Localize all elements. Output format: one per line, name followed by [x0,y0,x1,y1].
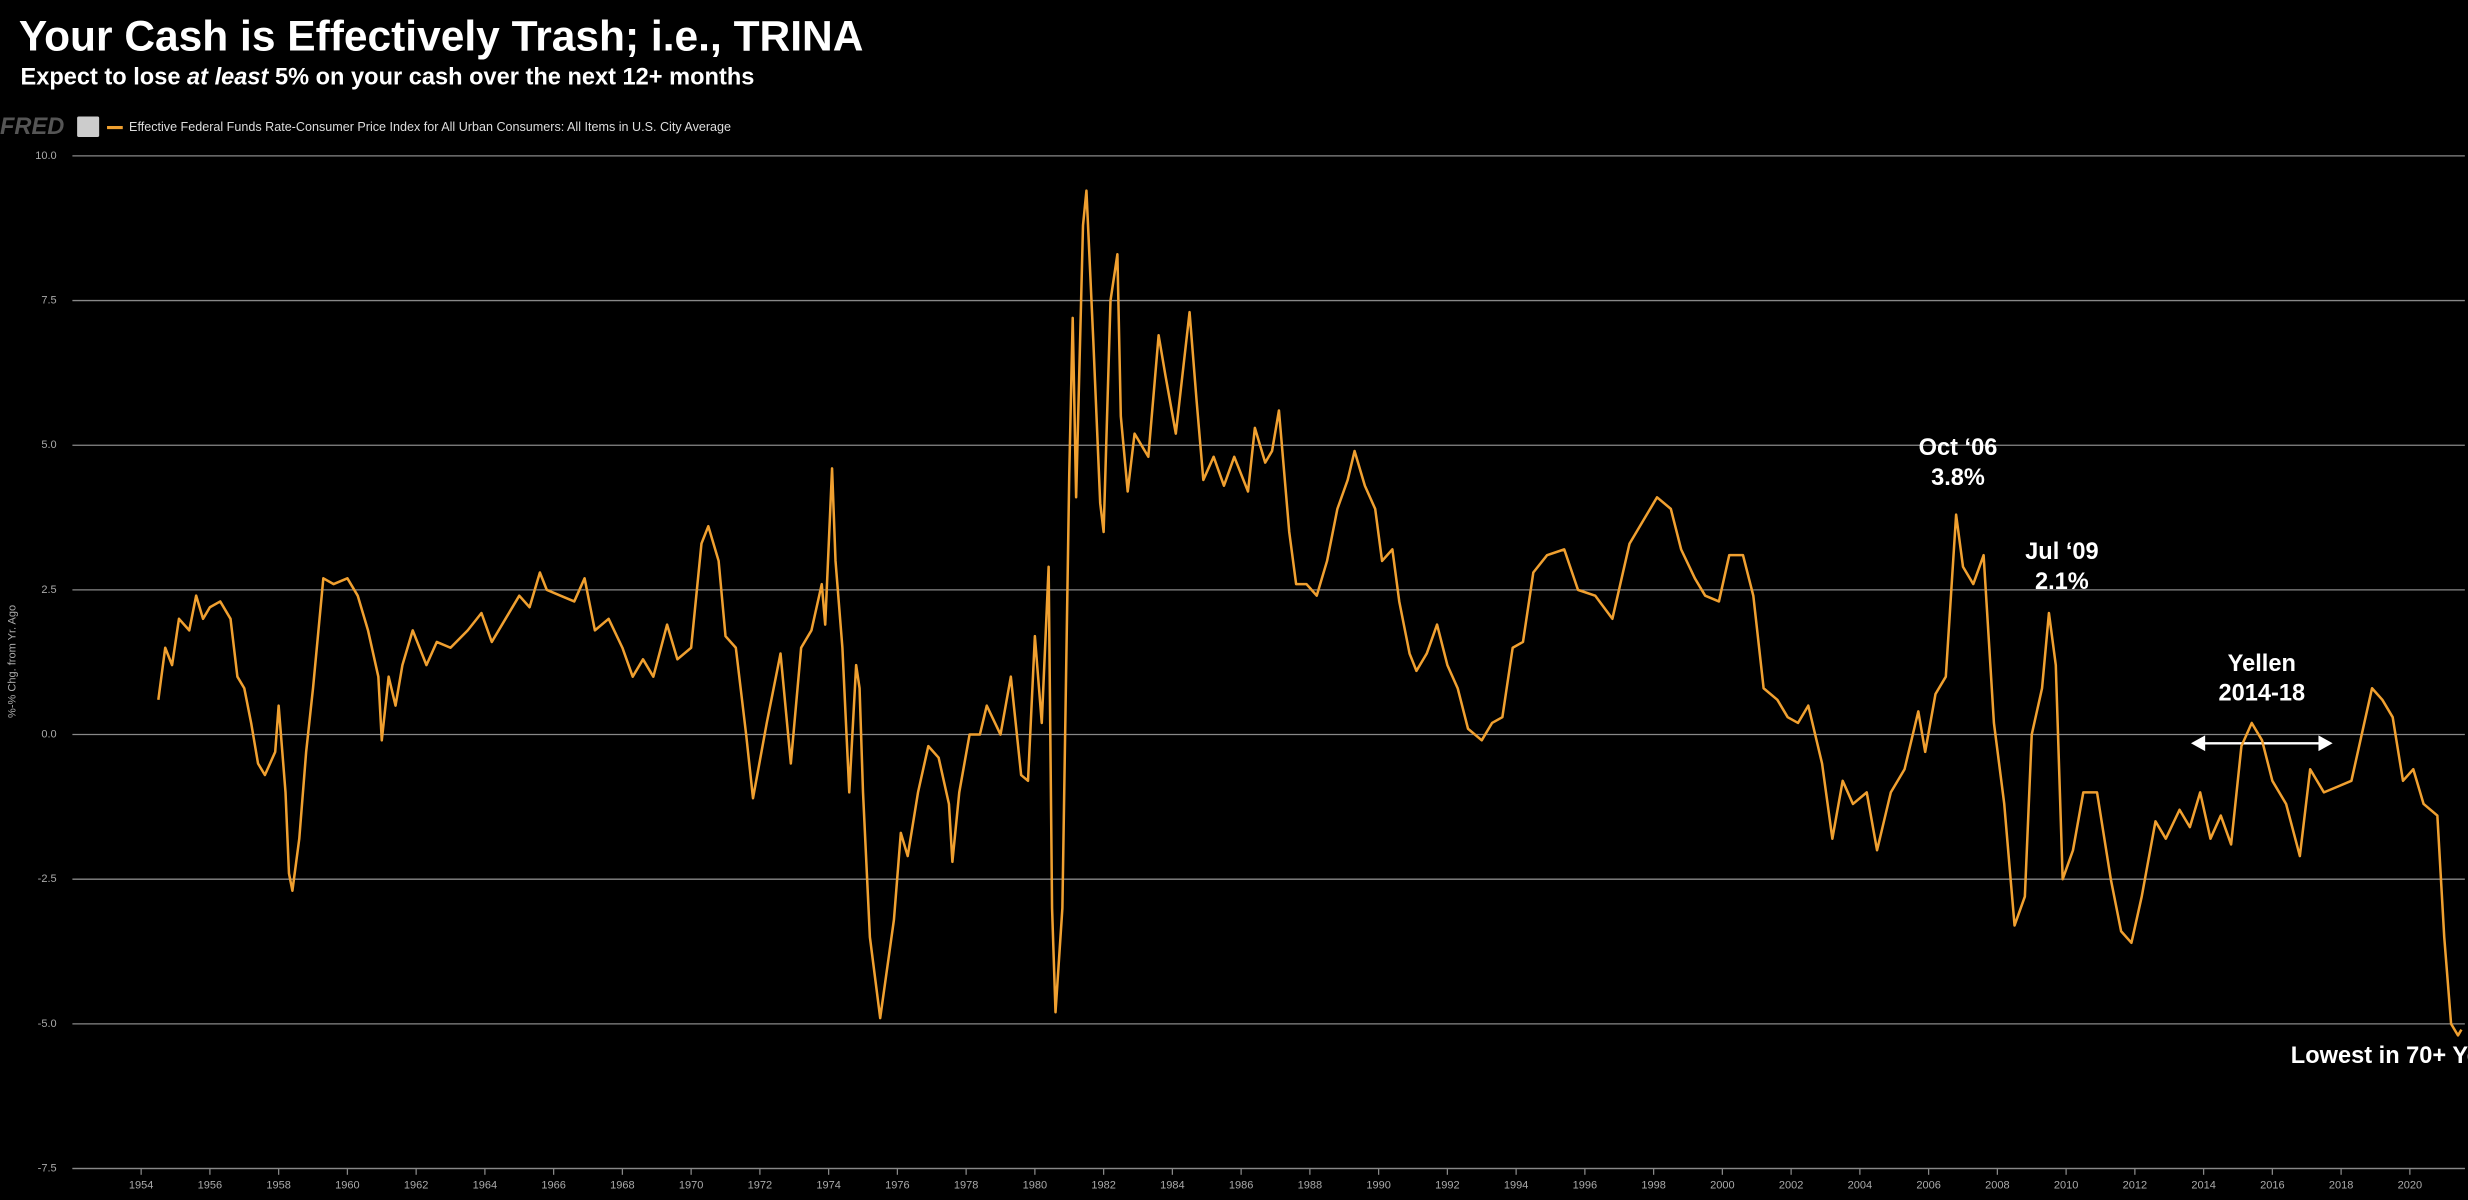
x-tick-label: 2008 [1985,1180,2010,1192]
y-tick-label: -7.5 [38,1162,57,1174]
x-tick-label: 1994 [1504,1180,1529,1192]
annotation: 2.1% [2035,569,2089,595]
x-tick-label: 1978 [954,1180,979,1192]
x-tick-label: 2020 [2398,1180,2423,1192]
x-tick-label: 1996 [1573,1180,1598,1192]
subtitle-part: 5% on your cash over the next 12+ months [268,65,754,91]
y-axis-label: %-% Chg. from Yr. Ago [6,605,18,718]
x-tick-label: 2014 [2191,1180,2216,1192]
x-tick-label: 1984 [1160,1180,1185,1192]
x-tick-label: 1998 [1641,1180,1666,1192]
x-tick-label: 1972 [748,1180,773,1192]
x-tick-label: 1990 [1366,1180,1391,1192]
x-tick-label: 1960 [335,1180,360,1192]
subtitle-emphasis: at least [187,65,269,91]
x-tick-label: 1974 [816,1180,841,1192]
x-tick-label: 1980 [1023,1180,1048,1192]
chart-title: Your Cash is Effectively Trash; i.e., TR… [19,14,864,61]
x-tick-label: 1986 [1229,1180,1254,1192]
x-tick-label: 1988 [1298,1180,1323,1192]
arrow-head [2190,735,2206,752]
y-tick-label: 5.0 [41,439,56,451]
x-tick-label: 2002 [1779,1180,1804,1192]
y-tick-label: 7.5 [41,294,56,306]
annotation: 2014-18 [2218,681,2305,707]
x-tick-label: 2006 [1916,1180,1941,1192]
y-tick-label: 2.5 [41,584,56,596]
x-tick-label: 1958 [266,1180,291,1192]
x-tick-label: 1956 [198,1180,223,1192]
x-tick-label: 1954 [129,1180,154,1192]
x-tick-label: 1976 [885,1180,910,1192]
logo-icon [77,116,100,138]
x-tick-label: 2018 [2329,1180,2354,1192]
annotation: 3.8% [1931,465,1985,491]
x-tick-label: 1964 [473,1180,498,1192]
x-tick-label: 1992 [1435,1180,1460,1192]
x-tick-label: 1962 [404,1180,429,1192]
source-logo: FRED [0,114,64,140]
y-tick-label: -2.5 [38,873,57,885]
y-tick-label: 0.0 [41,728,56,740]
x-tick-label: 1982 [1091,1180,1116,1192]
x-tick-label: 2016 [2260,1180,2285,1192]
legend-label: Effective Federal Funds Rate-Consumer Pr… [129,120,731,134]
arrow-head [2318,735,2333,752]
x-tick-label: 2000 [1710,1180,1735,1192]
x-tick-label: 2004 [1848,1180,1873,1192]
chart-subtitle: Expect to lose at least 5% on your cash … [20,65,754,91]
annotation: Jul ‘09 [2025,539,2098,565]
y-tick-label: 10.0 [35,150,56,162]
x-tick-label: 2012 [2123,1180,2148,1192]
x-tick-label: 2010 [2054,1180,2079,1192]
annotation: Lowest in 70+ Years: -5.2% [2291,1043,2468,1069]
subtitle-part: Expect to lose [20,65,187,91]
data-line [157,189,2463,1037]
y-tick-label: -5.0 [38,1018,57,1030]
annotation: Yellen [2228,651,2296,677]
x-tick-label: 1966 [541,1180,566,1192]
annotation: Oct ‘06 [1919,435,1998,461]
x-tick-label: 1970 [679,1180,704,1192]
x-tick-label: 1968 [610,1180,635,1192]
